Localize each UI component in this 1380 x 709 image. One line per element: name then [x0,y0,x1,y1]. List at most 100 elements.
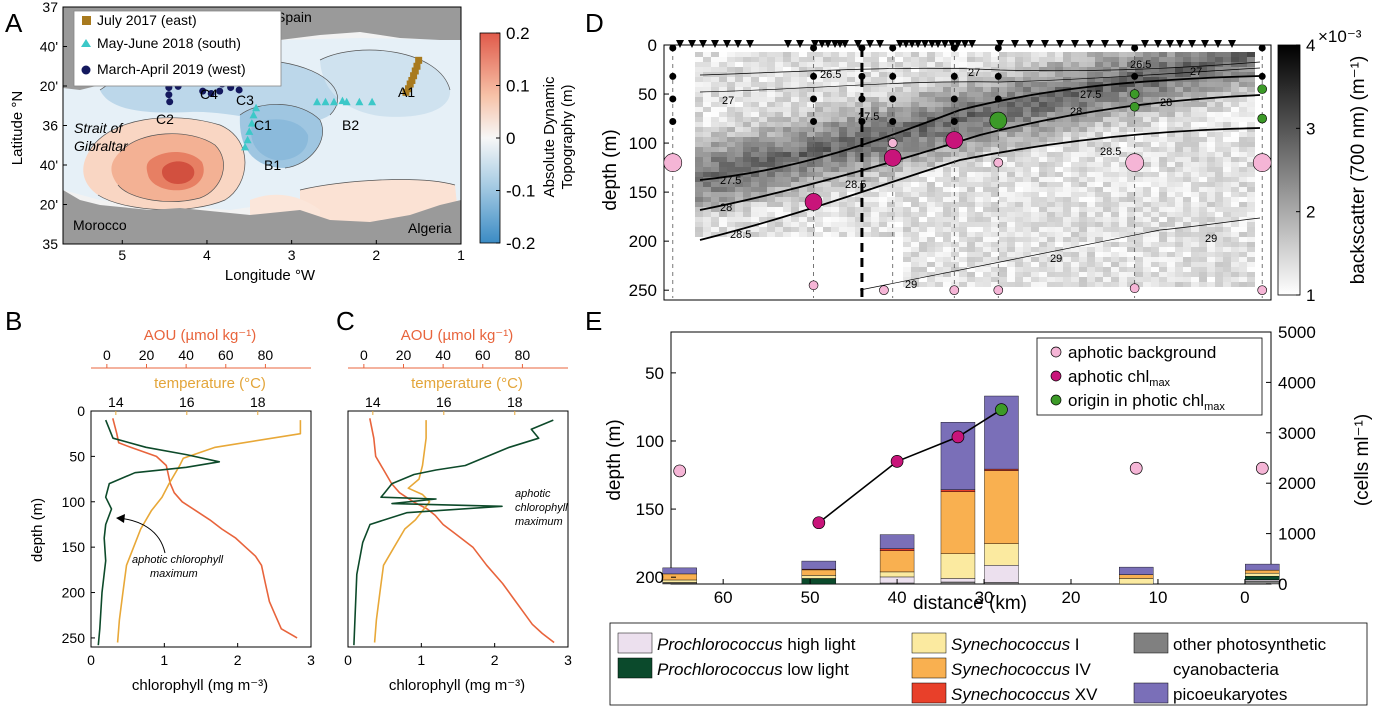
backscatter-cell [783,82,791,87]
backscatter-cell [983,107,991,112]
backscatter-cell [759,97,767,102]
backscatter-cell [759,62,767,67]
backscatter-cell [1103,217,1111,222]
backscatter-cell [1119,242,1127,247]
backscatter-cell [1063,247,1071,252]
backscatter-cell [735,207,743,212]
backscatter-cell [1151,92,1159,97]
backscatter-cell [1135,207,1143,212]
backscatter-cell [799,187,807,192]
backscatter-cell [1087,242,1095,247]
backscatter-cell [1071,117,1079,122]
backscatter-cell [719,137,727,142]
backscatter-cell [959,257,967,262]
backscatter-cell [903,137,911,142]
backscatter-cell [879,217,887,222]
backscatter-cell [943,117,951,122]
backscatter-cell [1135,277,1143,282]
backscatter-cell [1159,152,1167,157]
backscatter-cell [1039,252,1047,257]
backscatter-cell [1239,147,1247,152]
backscatter-cell [951,257,959,262]
backscatter-cell [1135,192,1143,197]
backscatter-cell [1231,82,1239,87]
backscatter-cell [1215,192,1223,197]
panel-e-xtick-label: 20 [1062,588,1081,607]
backscatter-cell [1111,137,1119,142]
backscatter-cell [935,62,943,67]
backscatter-cell [1223,187,1231,192]
backscatter-cell [983,117,991,122]
backscatter-cell [799,182,807,187]
backscatter-cell [1087,262,1095,267]
backscatter-cell [959,132,967,137]
backscatter-cell [935,257,943,262]
backscatter-cell [823,67,831,72]
backscatter-cell [1183,112,1191,117]
backscatter-cell [999,77,1007,82]
backscatter-cell [1047,137,1055,142]
backscatter-cell [943,72,951,77]
backscatter-cell [1151,147,1159,152]
backscatter-cell [1111,52,1119,57]
backscatter-cell [1103,172,1111,177]
backscatter-cell [959,237,967,242]
backscatter-cell [695,222,703,227]
backscatter-cell [759,92,767,97]
backscatter-cell [1239,252,1247,257]
backscatter-cell [1135,107,1143,112]
backscatter-cell [1223,232,1231,237]
backscatter-cell [831,152,839,157]
backscatter-cell [719,182,727,187]
backscatter-cell [1159,247,1167,252]
legend-label-pro-ll-rest: low light [783,660,849,679]
backscatter-cell [839,202,847,207]
backscatter-cell [807,52,815,57]
backscatter-cell [1151,157,1159,162]
backscatter-cell [783,87,791,92]
backscatter-cell [1191,282,1199,287]
backscatter-cell [1135,182,1143,187]
backscatter-cell [1207,277,1215,282]
backscatter-cell [1031,87,1039,92]
backscatter-cell [743,52,751,57]
backscatter-cell [1175,112,1183,117]
backscatter-cell [807,137,815,142]
backscatter-cell [815,207,823,212]
panel-d-colorbar-tick-label: 2 [1306,203,1315,222]
backscatter-cell [823,97,831,102]
backscatter-cell [1007,67,1015,72]
backscatter-cell [991,207,999,212]
backscatter-cell [759,72,767,77]
photic-origin-point [1257,84,1268,94]
backscatter-cell [1063,257,1071,262]
backscatter-cell [1151,242,1159,247]
backscatter-cell [743,222,751,227]
backscatter-cell [759,57,767,62]
backscatter-cell [1135,187,1143,192]
backscatter-cell [1047,67,1055,72]
backscatter-cell [863,52,871,57]
backscatter-cell [1055,202,1063,207]
backscatter-cell [1039,237,1047,242]
backscatter-cell [1239,87,1247,92]
backscatter-cell [711,162,719,167]
backscatter-cell [1111,187,1119,192]
backscatter-cell [1247,77,1255,82]
backscatter-cell [831,167,839,172]
backscatter-cell [1247,182,1255,187]
backscatter-cell [1199,227,1207,232]
contour-label: 28 [1160,97,1172,109]
backscatter-cell [1071,182,1079,187]
backscatter-cell [863,162,871,167]
backscatter-cell [711,232,719,237]
backscatter-cell [831,62,839,67]
backscatter-cell [775,157,783,162]
backscatter-cell [791,127,799,132]
backscatter-cell [919,197,927,202]
backscatter-cell [1015,227,1023,232]
backscatter-cell [1047,177,1055,182]
backscatter-cell [727,97,735,102]
backscatter-cell [1191,232,1199,237]
backscatter-cell [975,77,983,82]
